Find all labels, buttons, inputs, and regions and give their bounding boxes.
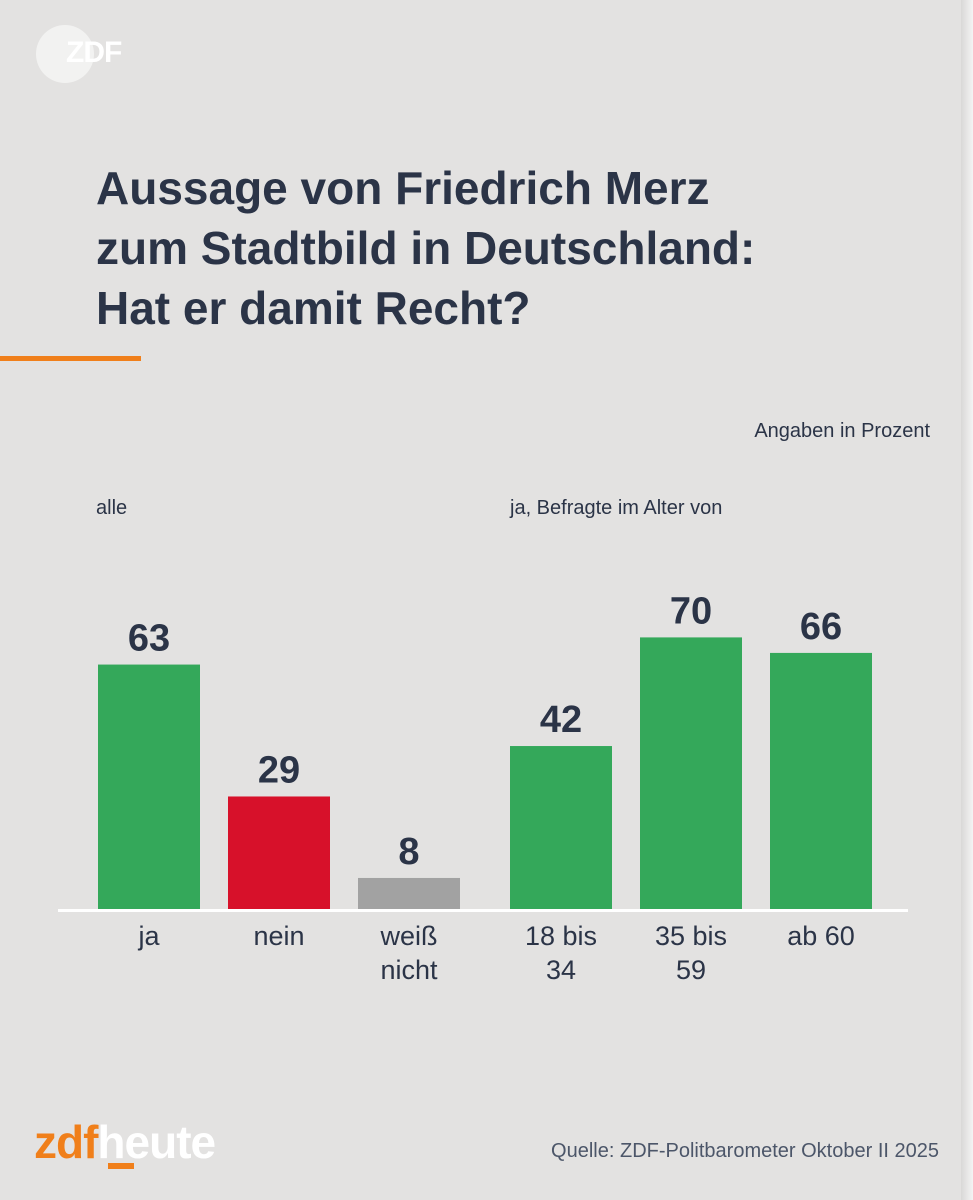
brand-underline — [108, 1163, 134, 1169]
category-label-0-2-0: weiß — [379, 921, 437, 951]
zdf-logo-text: ZDF — [66, 36, 122, 69]
bar-0-2 — [358, 877, 460, 909]
zdf-logo-badge — [36, 25, 94, 83]
category-label-1-1-0: 35 bis — [655, 921, 727, 951]
category-label-0-1-0: nein — [253, 921, 304, 951]
value-label-1-0: 42 — [540, 699, 582, 741]
bar-1-0 — [510, 746, 612, 909]
chart-title: Aussage von Friedrich Merz zum Stadtbild… — [96, 162, 756, 334]
page-edge — [961, 0, 973, 1200]
category-label-1-1-1: 59 — [676, 955, 706, 985]
category-label-1-2-0: ab 60 — [787, 921, 855, 951]
category-label-0-2-1: nicht — [380, 955, 438, 985]
zdfheute-logo: zdfheute — [34, 1115, 216, 1169]
value-label-0-2: 8 — [398, 831, 419, 873]
value-label-0-1: 29 — [258, 749, 300, 791]
title-accent-rule — [0, 356, 141, 361]
source-note: Quelle: ZDF-Politbarometer Oktober II 20… — [551, 1140, 939, 1162]
group-label-age: ja, Befragte im Alter von — [510, 497, 723, 519]
value-label-1-2: 66 — [800, 606, 842, 648]
category-label-1-0-1: 34 — [546, 955, 576, 985]
bar-0-0 — [98, 664, 200, 909]
unit-note: Angaben in Prozent — [754, 420, 930, 442]
group-label-all: alle — [96, 497, 128, 519]
bar-1-1 — [640, 637, 742, 909]
value-label-1-1: 70 — [670, 590, 712, 632]
value-label-0-0: 63 — [128, 618, 170, 660]
baseline — [58, 909, 908, 912]
category-label-0-0-0: ja — [137, 921, 160, 951]
brand-heute: heute — [97, 1116, 216, 1168]
brand-zdf: zdf — [34, 1116, 98, 1168]
bar-0-1 — [228, 796, 330, 909]
category-label-1-0-0: 18 bis — [525, 921, 597, 951]
bar-1-2 — [770, 652, 872, 909]
